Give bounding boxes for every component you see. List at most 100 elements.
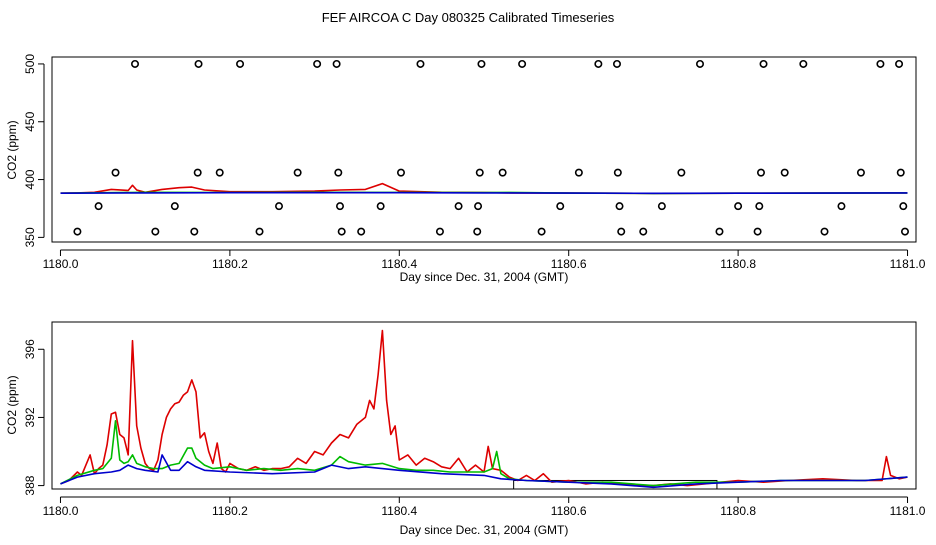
calibration-point bbox=[473, 227, 482, 236]
calibration-point bbox=[780, 168, 789, 177]
calibration-point bbox=[313, 59, 322, 68]
top-panel: 1180.0 1180.2 1180.4 1180.6 1180.8 1181.0 350… bbox=[5, 54, 926, 284]
calibration-point bbox=[376, 202, 385, 211]
calibration-point bbox=[799, 59, 808, 68]
calibration-point bbox=[756, 168, 765, 177]
calibration-point bbox=[194, 59, 203, 68]
calibration-point bbox=[617, 227, 626, 236]
bottom-y-tick-label: 388 bbox=[23, 475, 37, 495]
top-x-tick-label: 1180.6 bbox=[551, 257, 587, 271]
calibration-point bbox=[215, 168, 224, 177]
calibration-point bbox=[416, 59, 425, 68]
calibration-point bbox=[335, 202, 344, 211]
calibration-point bbox=[435, 227, 444, 236]
calibration-point bbox=[332, 59, 341, 68]
top-x-tick-label: 1181.0 bbox=[890, 257, 926, 271]
calibration-point bbox=[357, 227, 366, 236]
calibration-point bbox=[594, 59, 603, 68]
bottom-y-tick-label: 396 bbox=[23, 339, 37, 359]
calibration-point bbox=[255, 227, 264, 236]
top-y-axis: 350 400 450 500 bbox=[23, 54, 45, 247]
bottom-x-tick-label: 1180.6 bbox=[551, 504, 587, 518]
bottom-x-tick-label: 1180.4 bbox=[381, 504, 417, 518]
top-calibration-points bbox=[73, 59, 909, 236]
calibration-point bbox=[837, 202, 846, 211]
top-y-tick-label: 500 bbox=[23, 54, 37, 74]
top-y-tick-label: 450 bbox=[23, 111, 37, 131]
bottom-x-axis: 1180.0 1180.2 1180.4 1180.6 1180.8 1181.0 bbox=[43, 496, 926, 518]
calibration-point bbox=[193, 168, 202, 177]
calibration-point bbox=[759, 59, 768, 68]
calibration-point bbox=[639, 227, 648, 236]
top-x-tick-label: 1180.0 bbox=[43, 257, 79, 271]
calibration-point bbox=[896, 168, 905, 177]
calibration-point bbox=[94, 202, 103, 211]
calibration-point bbox=[755, 202, 764, 211]
calibration-point bbox=[556, 202, 565, 211]
calibration-point bbox=[477, 59, 486, 68]
calibration-point bbox=[876, 59, 885, 68]
calibration-point bbox=[151, 227, 160, 236]
top-x-axis-label: Day since Dec. 31, 2004 (GMT) bbox=[400, 270, 569, 284]
calibration-point bbox=[334, 168, 343, 177]
calibration-point bbox=[518, 59, 527, 68]
calibration-point bbox=[275, 202, 284, 211]
calibration-point bbox=[820, 227, 829, 236]
calibration-point bbox=[474, 202, 483, 211]
calibration-point bbox=[734, 202, 743, 211]
top-x-tick-label: 1180.2 bbox=[212, 257, 248, 271]
calibration-point bbox=[73, 227, 82, 236]
bottom-x-tick-label: 1181.0 bbox=[890, 504, 926, 518]
calibration-point bbox=[498, 168, 507, 177]
bottom-x-tick-label: 1180.2 bbox=[212, 504, 248, 518]
top-y-axis-label: CO2 (ppm) bbox=[5, 120, 19, 179]
calibration-point bbox=[293, 168, 302, 177]
calibration-point bbox=[475, 168, 484, 177]
calibration-point bbox=[753, 227, 762, 236]
top-x-axis: 1180.0 1180.2 1180.4 1180.6 1180.8 1181.0 bbox=[43, 249, 926, 271]
bottom-y-axis: 388 392 396 bbox=[23, 339, 45, 496]
top-series-blue-line bbox=[60, 191, 908, 195]
calibration-point bbox=[615, 202, 624, 211]
calibration-point bbox=[677, 168, 686, 177]
bottom-series-blue-line bbox=[60, 454, 908, 489]
calibration-point bbox=[337, 227, 346, 236]
bottom-x-axis-label: Day since Dec. 31, 2004 (GMT) bbox=[400, 523, 569, 537]
calibration-point bbox=[895, 59, 904, 68]
bottom-y-axis-label: CO2 (ppm) bbox=[5, 375, 19, 434]
calibration-point bbox=[574, 168, 583, 177]
calibration-point bbox=[170, 202, 179, 211]
bottom-y-tick-label: 392 bbox=[23, 407, 37, 427]
calibration-point bbox=[111, 168, 120, 177]
bottom-highlight-box bbox=[513, 479, 718, 490]
highlight-box bbox=[513, 479, 718, 490]
calibration-point bbox=[900, 227, 909, 236]
bottom-panel: 1180.0 1180.2 1180.4 1180.6 1180.8 1181.0 388… bbox=[5, 321, 926, 537]
top-plot-frame bbox=[51, 56, 917, 243]
calibration-point bbox=[856, 168, 865, 177]
calibration-point bbox=[715, 227, 724, 236]
calibration-point bbox=[537, 227, 546, 236]
calibration-point bbox=[612, 59, 621, 68]
calibration-point bbox=[190, 227, 199, 236]
bottom-x-tick-label: 1180.0 bbox=[43, 504, 79, 518]
calibration-point bbox=[236, 59, 245, 68]
top-y-tick-label: 400 bbox=[23, 169, 37, 189]
top-x-tick-label: 1180.8 bbox=[720, 257, 756, 271]
calibration-point bbox=[613, 168, 622, 177]
top-y-tick-label: 350 bbox=[23, 227, 37, 247]
calibration-point bbox=[899, 202, 908, 211]
calibration-point bbox=[657, 202, 666, 211]
calibration-point bbox=[695, 59, 704, 68]
top-series-lines bbox=[60, 182, 908, 195]
top-x-tick-label: 1180.4 bbox=[381, 257, 417, 271]
bottom-x-tick-label: 1180.8 bbox=[720, 504, 756, 518]
calibration-point bbox=[454, 202, 463, 211]
chart-title: FEF AIRCOA C Day 080325 Calibrated Times… bbox=[322, 10, 615, 25]
bottom-series-lines bbox=[60, 329, 908, 489]
calibration-point bbox=[396, 168, 405, 177]
bottom-plot-frame bbox=[51, 321, 917, 490]
calibration-point bbox=[131, 59, 140, 68]
